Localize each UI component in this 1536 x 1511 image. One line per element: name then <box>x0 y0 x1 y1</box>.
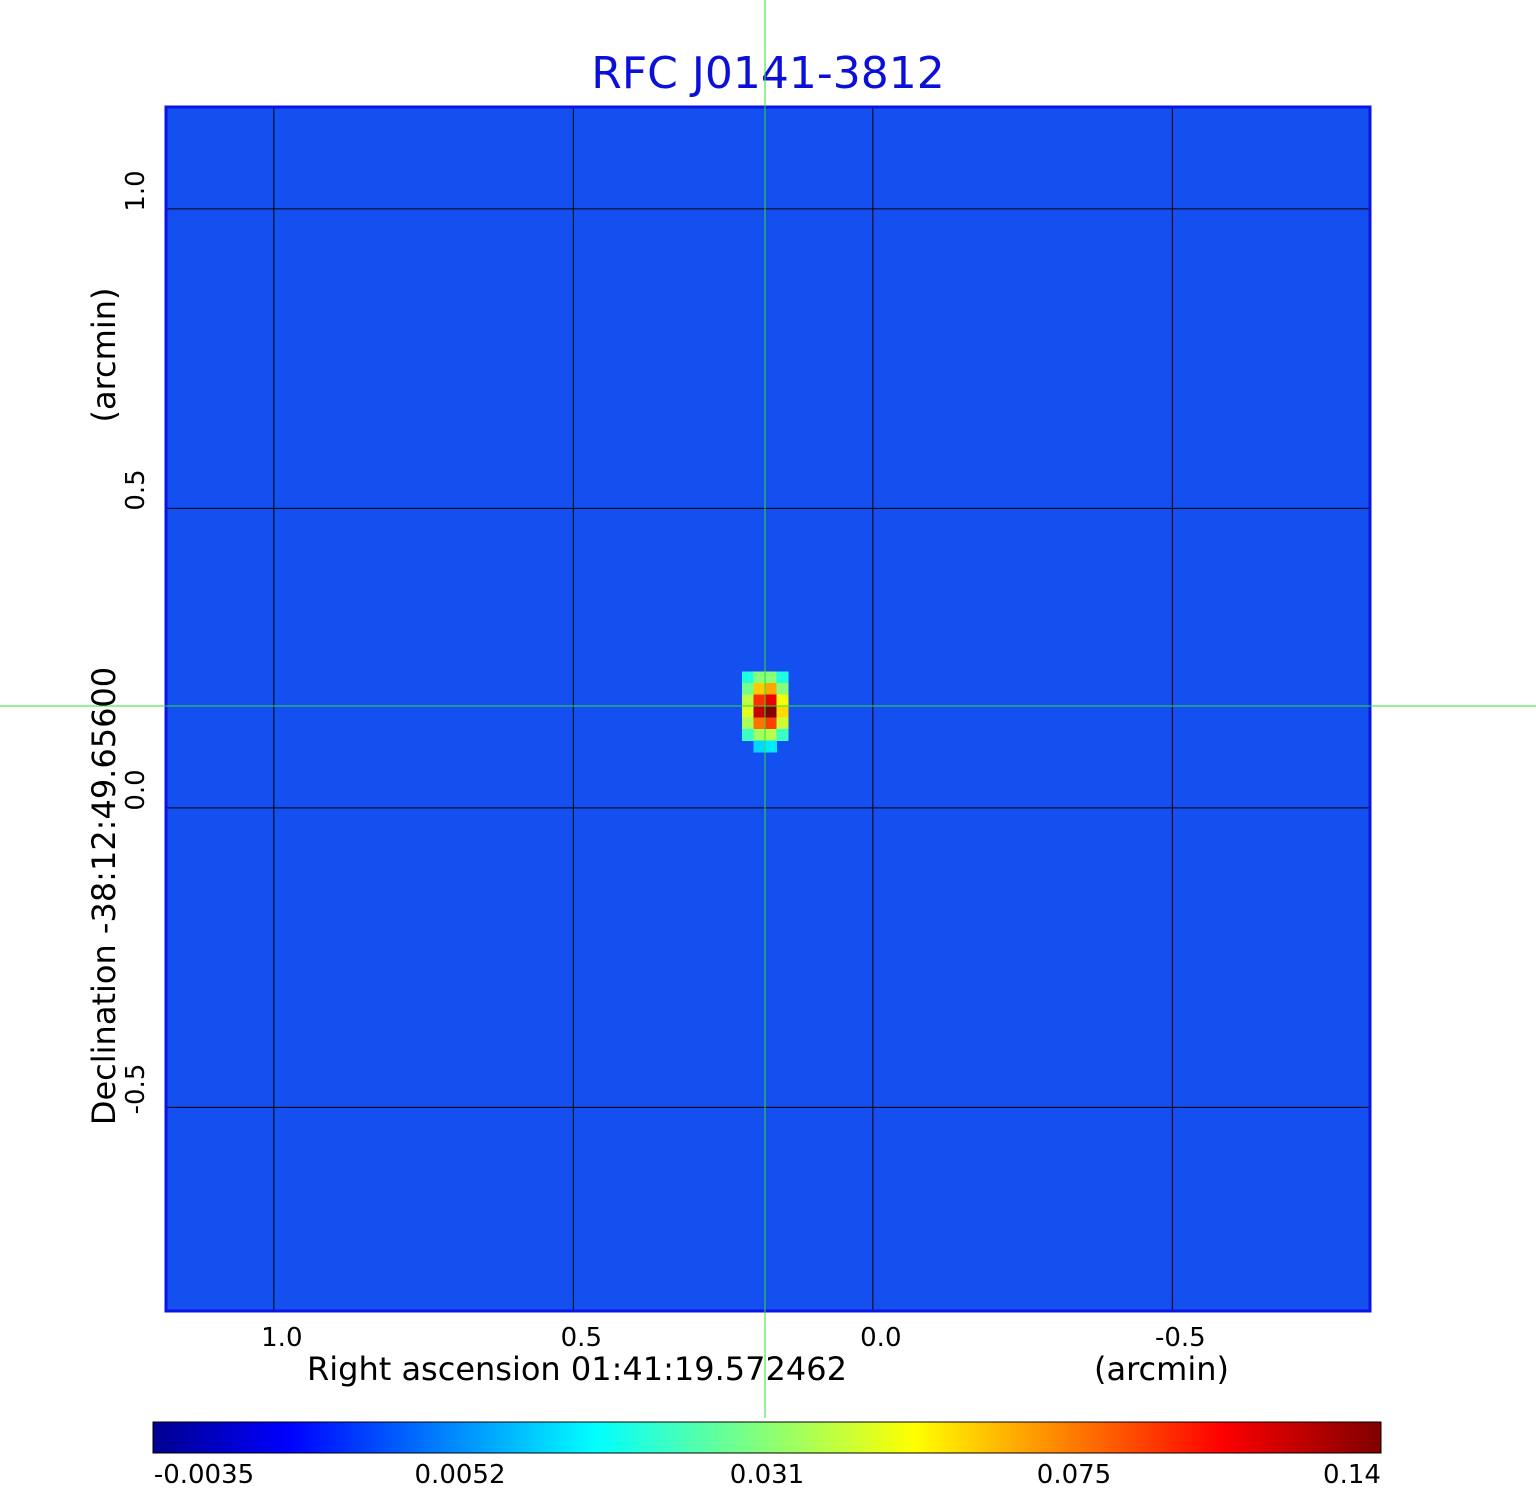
heatmap-cell <box>765 683 778 696</box>
y-tick-label: 0.5 <box>121 469 151 512</box>
heatmap-cell <box>742 683 755 696</box>
y-axis-label: Declination -38:12:49.65600 <box>85 666 123 1126</box>
y-tick-label: 0.0 <box>121 769 151 811</box>
colorbar-tick-label: 0.031 <box>729 1460 805 1490</box>
colorbar-tick-label: -0.0035 <box>153 1460 255 1490</box>
heatmap-cell <box>776 694 789 707</box>
heatmap-cell <box>753 717 766 730</box>
heatmap-cell <box>742 671 755 684</box>
chart-title: RFC J0141-3812 <box>591 48 945 99</box>
colorbar-tick-label: 0.14 <box>1323 1460 1381 1490</box>
heatmap-cell <box>765 717 778 730</box>
y-axis-unit: (arcmin) <box>85 287 123 423</box>
heatmap-cell <box>742 717 755 730</box>
colorbar <box>152 1421 1382 1454</box>
heatmap-cell <box>765 706 778 719</box>
heatmap-cell <box>753 740 766 753</box>
colorbar-tick-label: 0.0052 <box>414 1460 506 1490</box>
heatmap-cell <box>742 706 755 719</box>
x-axis-unit: (arcmin) <box>1094 1350 1229 1388</box>
x-tick-label: 0.5 <box>560 1323 602 1353</box>
colorbar-tick-label: 0.075 <box>1036 1460 1112 1490</box>
heatmap-cell <box>765 694 778 707</box>
heatmap-cell <box>753 671 766 684</box>
heatmap-cell <box>753 683 766 696</box>
heatmap-cell <box>776 729 789 742</box>
x-tick-label: 1.0 <box>261 1323 303 1353</box>
heatmap-cell <box>742 694 755 707</box>
heatmap-cell <box>753 706 766 719</box>
heatmap-cell <box>742 729 755 742</box>
heatmap-cell <box>776 717 789 730</box>
heatmap-cell <box>753 729 766 742</box>
heatmap-cell <box>765 729 778 742</box>
y-tick-label: 1.0 <box>121 170 151 212</box>
heatmap-cell <box>765 671 778 684</box>
x-tick-label: 0.0 <box>860 1323 902 1353</box>
x-tick-label: -0.5 <box>1154 1323 1206 1353</box>
heatmap-cell <box>776 671 789 684</box>
heatmap-cell <box>776 683 789 696</box>
plot-frame <box>164 105 1372 1313</box>
x-axis-label: Right ascension 01:41:19.572462 <box>307 1350 847 1388</box>
heatmap-cell <box>753 694 766 707</box>
heatmap-cell <box>776 706 789 719</box>
y-tick-label: -0.5 <box>121 1063 151 1115</box>
heatmap-cell <box>765 740 778 753</box>
